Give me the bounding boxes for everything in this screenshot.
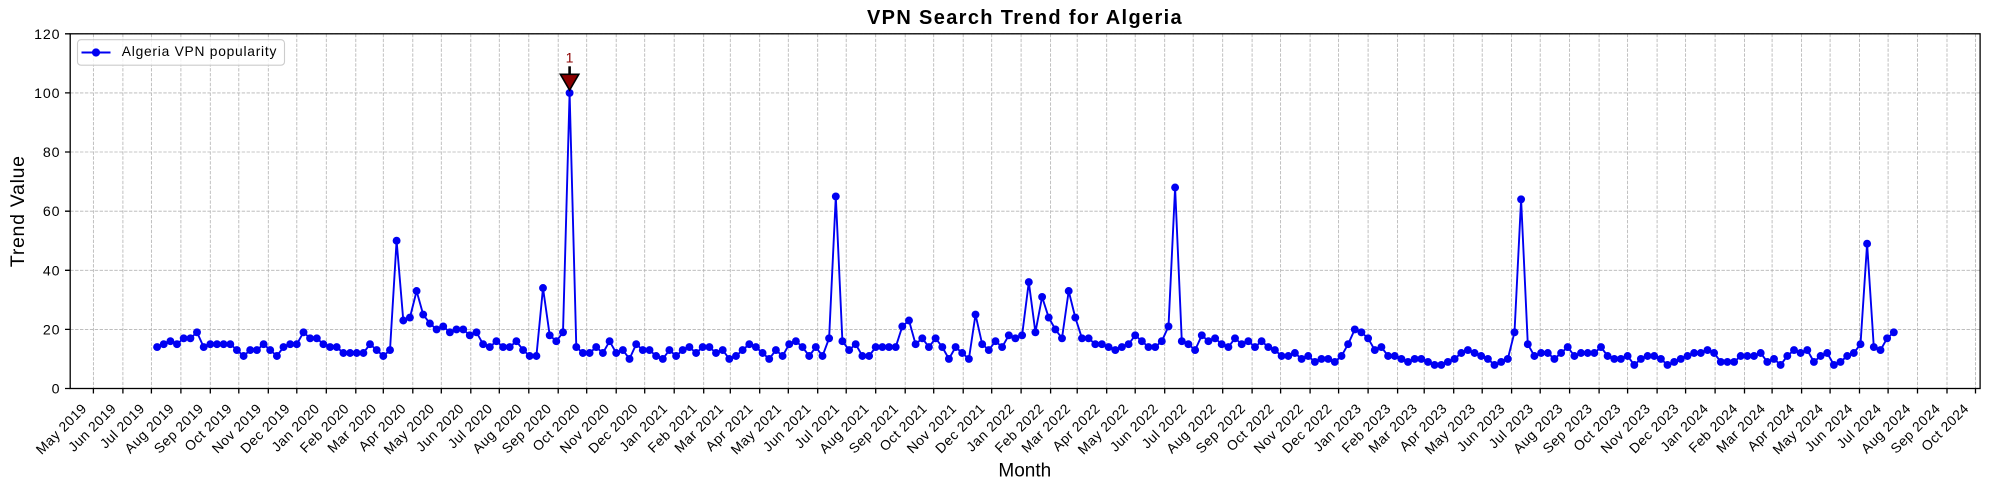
svg-text:20: 20 <box>43 322 60 338</box>
svg-text:80: 80 <box>43 145 60 161</box>
svg-text:Trend Value: Trend Value <box>7 155 29 267</box>
svg-text:1: 1 <box>566 49 574 65</box>
svg-text:120: 120 <box>34 27 60 43</box>
svg-text:Month: Month <box>998 460 1051 481</box>
svg-text:VPN Search Trend for Algeria: VPN Search Trend for Algeria <box>867 7 1183 29</box>
svg-text:100: 100 <box>34 86 60 102</box>
svg-text:0: 0 <box>52 382 61 398</box>
svg-text:40: 40 <box>43 263 60 279</box>
svg-text:Algeria VPN popularity: Algeria VPN popularity <box>122 44 277 59</box>
svg-text:60: 60 <box>43 204 60 220</box>
